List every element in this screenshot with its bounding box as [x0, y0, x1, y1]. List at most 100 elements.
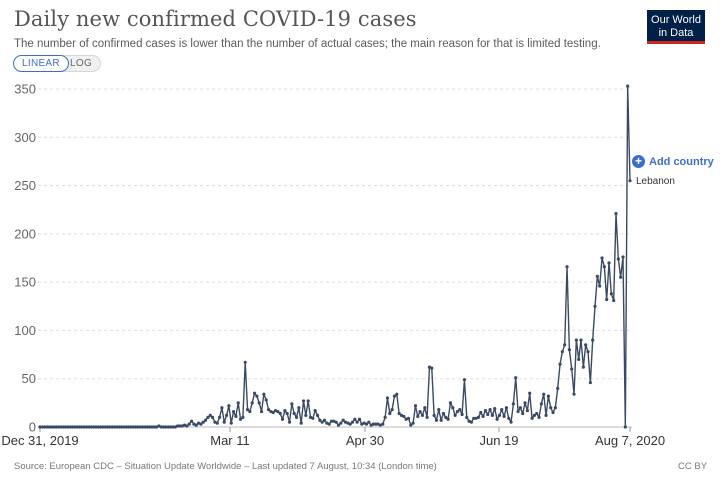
data-point	[278, 411, 282, 416]
data-point	[185, 424, 189, 428]
data-point	[458, 408, 462, 412]
data-point	[460, 412, 464, 417]
data-point	[171, 425, 175, 429]
data-point	[101, 425, 105, 429]
data-point	[556, 386, 560, 390]
data-point	[122, 425, 126, 429]
data-point	[131, 425, 135, 429]
data-point	[222, 420, 226, 424]
data-point	[252, 391, 257, 395]
data-point	[558, 362, 562, 366]
data-point	[50, 425, 54, 429]
data-point	[577, 357, 581, 361]
data-point	[141, 425, 145, 429]
data-point	[586, 350, 590, 354]
data-point	[311, 416, 315, 420]
data-point	[336, 423, 341, 427]
data-point	[117, 425, 121, 429]
owid-logo[interactable]: Our World in Data	[647, 10, 705, 44]
series-layer	[38, 84, 632, 429]
data-point	[304, 413, 308, 418]
data-point	[628, 179, 632, 183]
data-point	[92, 425, 96, 429]
data-point	[94, 425, 98, 429]
data-point	[500, 408, 504, 412]
data-point	[227, 404, 231, 408]
data-point	[318, 418, 322, 422]
data-point	[593, 304, 597, 308]
data-point	[124, 425, 128, 429]
data-point	[283, 408, 287, 413]
data-point	[381, 422, 385, 426]
license-link[interactable]: CC BY	[678, 461, 708, 472]
data-point	[287, 420, 292, 424]
data-point	[420, 413, 425, 418]
y-tick-label: 150	[14, 275, 36, 290]
data-point	[52, 425, 56, 429]
data-point	[518, 406, 523, 410]
data-point	[497, 413, 502, 418]
y-tick-label: 200	[14, 226, 36, 241]
data-point	[245, 408, 250, 412]
data-point	[224, 413, 229, 418]
data-point	[462, 378, 467, 382]
data-point	[238, 417, 243, 421]
data-point	[206, 415, 210, 419]
data-point	[208, 413, 212, 418]
data-point	[364, 422, 369, 426]
data-point	[516, 409, 520, 414]
data-point	[388, 411, 392, 416]
data-point	[339, 421, 343, 425]
data-point	[255, 394, 259, 398]
data-point	[266, 408, 271, 412]
data-point	[472, 416, 476, 420]
data-point	[448, 401, 453, 405]
data-point	[374, 422, 378, 426]
data-point	[152, 425, 156, 429]
data-point	[259, 409, 264, 414]
data-point	[159, 425, 163, 429]
data-point	[99, 425, 103, 429]
data-point	[481, 414, 485, 418]
data-point	[602, 265, 606, 269]
data-point	[511, 402, 515, 406]
data-point	[479, 410, 483, 415]
data-point	[390, 408, 394, 412]
data-point	[236, 401, 240, 405]
data-point	[201, 420, 205, 424]
data-point	[189, 419, 194, 423]
data-point	[423, 406, 427, 410]
data-point	[320, 420, 324, 424]
chart-title: Daily new confirmed COVID-19 cases	[14, 7, 417, 31]
x-tick-label: Mar 11	[210, 433, 250, 448]
logo-line-1: Our World	[651, 14, 701, 26]
data-point	[136, 425, 140, 429]
data-point	[75, 425, 79, 429]
y-tick-label: 300	[14, 130, 36, 145]
data-point	[537, 415, 541, 419]
x-tick-label: Apr 30	[346, 433, 384, 448]
data-point	[264, 398, 268, 402]
data-point	[248, 409, 252, 414]
add-country-button[interactable]: + Add country	[632, 155, 714, 168]
y-tick-label: 250	[14, 178, 36, 193]
data-point	[446, 417, 450, 421]
data-point	[579, 338, 583, 342]
data-point	[572, 392, 576, 396]
data-point	[71, 425, 75, 429]
data-point	[490, 413, 495, 418]
data-point	[315, 413, 320, 418]
data-point	[162, 425, 166, 429]
gridlines	[38, 88, 632, 428]
data-point	[565, 265, 569, 269]
data-point	[437, 408, 441, 412]
data-point	[138, 425, 142, 429]
linear-scale-button[interactable]: LINEAR	[13, 55, 69, 72]
data-point	[595, 274, 599, 278]
data-point	[560, 350, 564, 354]
data-point	[38, 425, 42, 429]
data-point	[600, 256, 604, 260]
data-point	[127, 425, 131, 429]
data-point	[115, 425, 119, 429]
data-point	[68, 425, 72, 429]
